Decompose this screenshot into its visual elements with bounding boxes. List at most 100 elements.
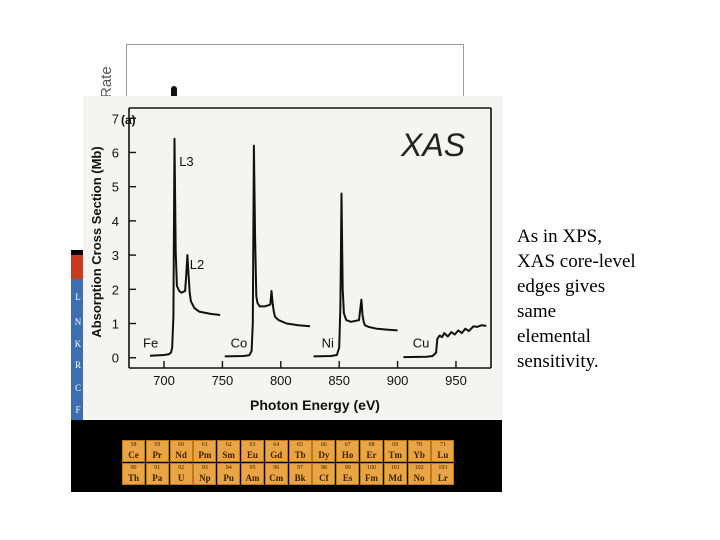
slide-caption: As in XPS, XAS core-level edges gives sa… (517, 224, 707, 374)
periodic-table-f-block: 58 Ce 59 Pr 60 Nd 61 Pm 62 Sm 63 Eu 64 Gd 65 Tb 66 Dy 67 Ho… (122, 440, 456, 486)
chart-annotation: L2 (190, 257, 204, 272)
periodic-table-left-strip-top (71, 255, 85, 279)
x-tick-label: 900 (387, 373, 409, 388)
actinide-cell: 98 Cf (312, 463, 336, 485)
periodic-table-left-strip (71, 255, 85, 420)
element-symbol: No (413, 473, 425, 483)
background-data-mark (171, 86, 177, 100)
y-tick-label: 5 (112, 180, 119, 195)
element-number: 92 (178, 465, 185, 471)
lanthanide-cell: 64 Gd (264, 440, 288, 462)
element-symbol: Lu (437, 450, 449, 460)
y-axis-label: Absorption Cross Section (Mb) (89, 146, 104, 337)
element-number: 93 (201, 465, 208, 471)
lanthanide-cell: 63 Eu (241, 440, 264, 462)
y-tick-label: 0 (112, 351, 119, 366)
element-number: 90 (130, 465, 137, 471)
y-tick-label: 6 (112, 145, 119, 160)
actinide-cell: 100 Fm (360, 463, 383, 485)
element-number: 71 (439, 442, 446, 448)
chart-series (149, 137, 487, 359)
element-symbol: Es (342, 473, 353, 483)
element-symbol: Pr (152, 450, 163, 460)
y-tick-label: 1 (112, 317, 119, 332)
lanthanide-cell: 61 Pm (193, 440, 217, 462)
chart-annotation: Ni (322, 335, 334, 350)
element-number: 96 (273, 465, 280, 471)
element-number: 100 (367, 465, 376, 471)
element-symbol: Tm (388, 450, 403, 460)
element-number: 58 (130, 442, 137, 448)
element-symbol: Md (388, 473, 403, 483)
element-number: 63 (249, 442, 256, 448)
element-number: 66 (320, 442, 327, 448)
lanthanide-cell: 69 Tm (383, 440, 407, 462)
lanthanide-cell: 60 Nd (169, 440, 193, 462)
element-number: 65 (297, 442, 304, 448)
element-symbol: Dy (318, 450, 330, 460)
element-number: 94 (225, 465, 232, 471)
strip-letter: R (74, 360, 81, 370)
element-number: 91 (154, 465, 161, 471)
caption-line-3: edges gives (517, 276, 606, 297)
element-number: 59 (154, 442, 161, 448)
element-symbol: Pu (223, 473, 234, 483)
caption-line-4: same (517, 301, 557, 322)
actinide-cell: 93 Np (193, 463, 217, 485)
actinide-cell: 92 U (169, 463, 193, 485)
lanthanide-cell: 65 Tb (288, 440, 312, 462)
element-symbol: Tb (294, 450, 306, 460)
chart-title: XAS (400, 127, 465, 163)
strip-letter: L (75, 292, 81, 302)
element-number: 69 (392, 442, 399, 448)
chart-annotation: Cu (413, 335, 430, 350)
strip-letter: K (74, 339, 82, 349)
actinide-cell: 95 Am (241, 463, 264, 485)
strip-letter: N (74, 317, 82, 327)
chart-ticks: 700 750 800 850 900 950 0 1 2 3 4 5 6 7 (112, 111, 467, 388)
background-axis-label: Rate (98, 66, 115, 98)
element-symbol: Bk (294, 473, 306, 483)
xas-chart-card: 700 750 800 850 900 950 0 1 2 3 4 5 6 7 L3 L2 Fe Co Ni Cu … (83, 96, 503, 420)
background-chart-frame (126, 44, 464, 101)
element-symbol: U (177, 473, 185, 483)
element-symbol: Np (199, 473, 211, 483)
y-tick-label: 7 (112, 111, 119, 126)
caption-line-6: sensitivity. (517, 351, 599, 372)
series-line-ni (313, 192, 398, 358)
lanthanide-cell: 70 Yb (407, 440, 431, 462)
lanthanide-cell: 58 Ce (122, 440, 145, 462)
actinide-cell: 96 Cm (264, 463, 288, 485)
lanthanide-cell: 68 Er (360, 440, 383, 462)
chart-annotation: Co (231, 335, 248, 350)
x-tick-label: 950 (445, 373, 467, 388)
element-symbol: Ho (341, 450, 354, 460)
actinide-cell: 94 Pu (217, 463, 241, 485)
y-tick-label: 2 (112, 282, 119, 297)
element-number: 62 (225, 442, 232, 448)
element-number: 99 (344, 465, 351, 471)
actinide-cell: 97 Bk (288, 463, 312, 485)
element-symbol: Yb (413, 450, 425, 460)
element-symbol: Th (127, 473, 139, 483)
chart-annotation: L3 (179, 154, 193, 169)
element-symbol: Pm (198, 450, 212, 460)
actinide-cell: 99 Es (336, 463, 360, 485)
element-symbol: Fm (365, 473, 378, 483)
lanthanide-cell: 59 Pr (145, 440, 169, 462)
actinide-cell: 91 Pa (145, 463, 169, 485)
lanthanide-cell: 67 Ho (336, 440, 360, 462)
chart-panel-label: (a) (121, 113, 136, 127)
actinide-cell: 103 Lr (431, 463, 455, 485)
element-number: 98 (320, 465, 327, 471)
element-number: 95 (249, 465, 256, 471)
element-number: 101 (390, 465, 400, 471)
series-line-cu (403, 324, 487, 359)
lanthanide-cell: 66 Dy (312, 440, 336, 462)
y-tick-label: 3 (112, 248, 119, 263)
caption-line-5: elemental (517, 326, 591, 347)
element-symbol: Nd (175, 450, 187, 460)
lanthanide-cell: 71 Lu (431, 440, 455, 462)
element-number: 60 (178, 442, 185, 448)
